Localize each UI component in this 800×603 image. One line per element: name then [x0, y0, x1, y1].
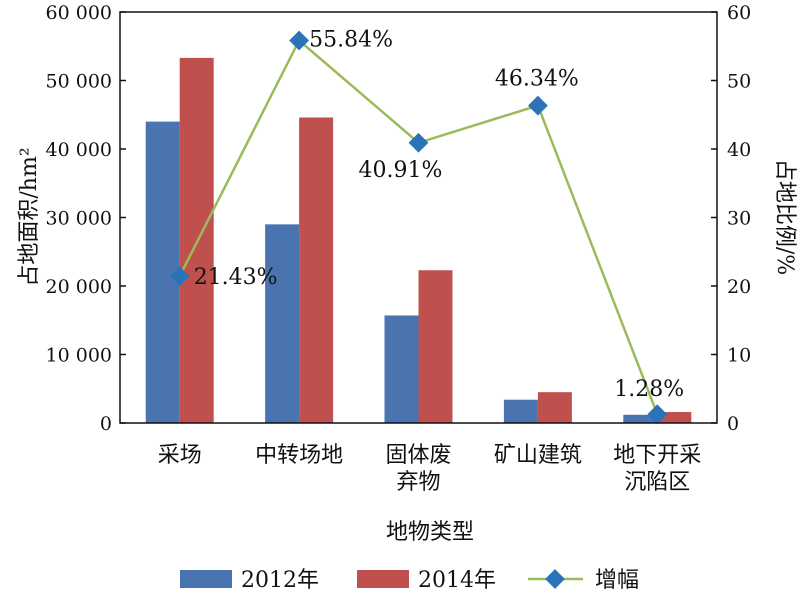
left-tick-label: 60 000	[46, 2, 112, 24]
category-label-0: 采场	[158, 443, 202, 468]
bar-2012年-3	[503, 399, 538, 423]
data-labels: 21.43% 55.84% 40.91% 46.34% 1.28%	[194, 27, 684, 402]
left-tick-label: 40 000	[46, 139, 112, 161]
y-axis-label-right: 占地比例/%	[772, 159, 797, 275]
category-label-3: 矿山建筑	[494, 443, 582, 468]
legend-label-growth: 增幅	[595, 568, 639, 593]
growth-data-label-1: 55.84%	[309, 27, 393, 52]
right-tick-label: 50	[727, 71, 751, 93]
bar-2014年-3	[537, 392, 572, 423]
category-label-2: 固体废	[385, 443, 451, 468]
right-tick-label: 40	[727, 139, 751, 161]
growth-data-label-4: 1.28%	[614, 377, 684, 402]
legend-swatch-2014	[357, 570, 409, 588]
y-axis-label-left: 占地面积/hm²	[17, 147, 42, 286]
left-tick-label: 20 000	[46, 276, 112, 298]
bar-2012年-4	[623, 414, 658, 423]
legend-marker-growth	[545, 569, 565, 589]
growth-marker-1	[289, 30, 309, 51]
growth-marker-0	[169, 266, 190, 287]
right-tick-label: 30	[727, 208, 751, 230]
bar-2012年-1	[265, 224, 300, 423]
growth-data-label-3: 46.34%	[495, 67, 579, 92]
bar-2014年-2	[418, 270, 453, 423]
left-tick-label: 0	[100, 413, 112, 435]
category-label-1: 中转场地	[255, 443, 343, 468]
right-tick-label: 20	[727, 276, 751, 298]
growth-marker-3	[528, 95, 548, 116]
category-label-2: 弃物	[396, 470, 440, 495]
category-label-4: 沉陷区	[624, 470, 690, 495]
bar-2014年-1	[299, 117, 334, 424]
legend-label-2014: 2014年	[418, 568, 496, 593]
left-axis-ticks: 0 10 000 20 000 30 000 40 000 50 000 60 000	[46, 2, 126, 435]
left-tick-label: 10 000	[46, 345, 112, 367]
legend-swatch-2012	[180, 570, 232, 588]
bars-layer	[145, 57, 692, 424]
bar-2014年-4	[657, 412, 692, 423]
left-tick-label: 50 000	[46, 71, 112, 93]
left-tick-label: 30 000	[46, 208, 112, 230]
x-axis-label: 地物类型	[386, 520, 474, 545]
right-tick-label: 0	[727, 413, 739, 435]
growth-data-label-0: 21.43%	[194, 265, 278, 290]
bar-2012年-2	[384, 315, 419, 423]
right-tick-label: 60	[727, 2, 751, 24]
category-label-4: 地下开采	[613, 443, 701, 468]
growth-marker-4	[647, 404, 668, 425]
legend-label-2012: 2012年	[241, 568, 319, 593]
growth-data-label-2: 40.91%	[359, 158, 443, 183]
right-tick-label: 10	[727, 345, 751, 367]
growth-marker-2	[408, 132, 429, 153]
legend: 2012年 2014年 增幅	[180, 568, 639, 593]
right-axis-ticks: 0 10 20 30 40 50 60	[711, 2, 751, 435]
